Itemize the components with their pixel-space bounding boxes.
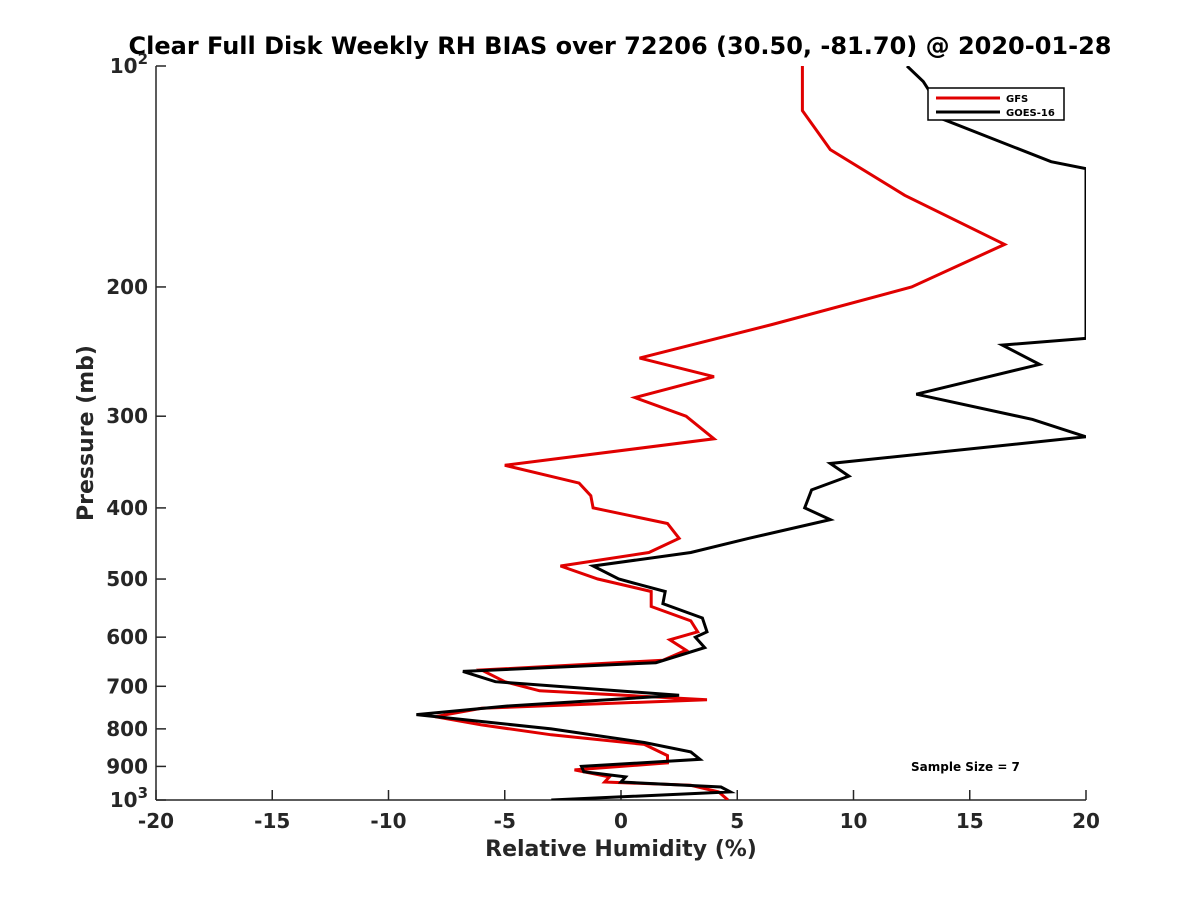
x-tick-label: 0 bbox=[614, 809, 628, 833]
legend: GFS GOES-16 bbox=[927, 87, 1065, 121]
x-tick-label: 15 bbox=[956, 809, 984, 833]
plot-lines bbox=[416, 66, 1086, 800]
y-tick-label: 400 bbox=[106, 496, 148, 520]
y-tick-label: 600 bbox=[106, 625, 148, 649]
series-line-gfs bbox=[434, 66, 1009, 800]
x-tick-label: 5 bbox=[730, 809, 744, 833]
x-tick-label: -15 bbox=[254, 809, 290, 833]
y-tick-label: 800 bbox=[106, 717, 148, 741]
y-tick-label: 900 bbox=[106, 754, 148, 778]
y-tick-label: 300 bbox=[106, 404, 148, 428]
y-axis-label: Pressure (mb) bbox=[74, 345, 99, 521]
series-line-goes-16 bbox=[416, 66, 1086, 800]
x-tick-label: 20 bbox=[1072, 809, 1100, 833]
x-tick-label: 10 bbox=[840, 809, 868, 833]
x-tick-label: -10 bbox=[370, 809, 406, 833]
x-tick-label: -20 bbox=[138, 809, 174, 833]
chart-title: Clear Full Disk Weekly RH BIAS over 7220… bbox=[129, 32, 1112, 60]
legend-label: GOES-16 bbox=[1006, 108, 1055, 119]
y-tick-label: 500 bbox=[106, 567, 148, 591]
y-axis-ticks: 102 200 300 400 500 600 700 800 900 103 bbox=[106, 50, 166, 812]
x-axis-ticks: -20 -15 -10 -5 0 5 10 15 20 bbox=[138, 790, 1100, 833]
y-tick-label: 103 bbox=[110, 784, 148, 812]
x-axis-label: Relative Humidity (%) bbox=[485, 837, 757, 862]
y-tick-label: 102 bbox=[110, 50, 148, 78]
sample-size-annotation: Sample Size = 7 bbox=[911, 760, 1020, 774]
x-tick-label: -5 bbox=[494, 809, 516, 833]
legend-box bbox=[927, 87, 1065, 121]
y-tick-label: 200 bbox=[106, 275, 148, 299]
y-tick-label: 700 bbox=[106, 674, 148, 698]
legend-label: GFS bbox=[1006, 94, 1028, 105]
